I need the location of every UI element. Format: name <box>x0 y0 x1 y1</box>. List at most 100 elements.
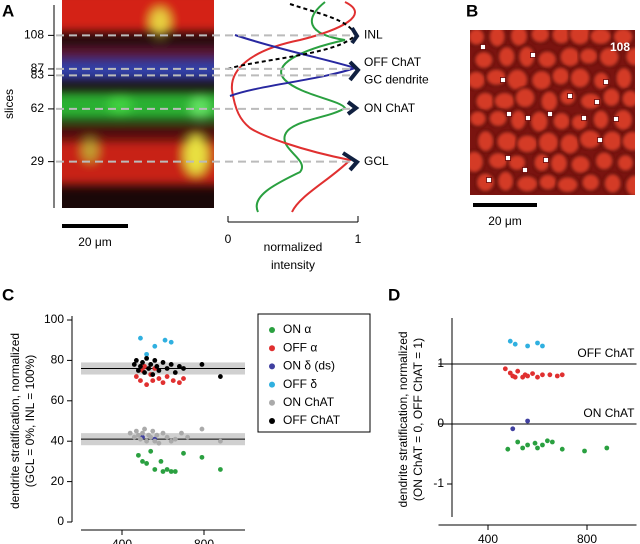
cell <box>470 30 486 47</box>
cell <box>509 30 529 48</box>
point <box>144 382 150 388</box>
point <box>138 364 143 369</box>
point <box>218 467 223 472</box>
legend-marker <box>269 399 275 406</box>
red-profile <box>230 1 356 213</box>
panel-label: D <box>388 285 400 304</box>
cell <box>515 174 539 194</box>
point <box>168 339 174 345</box>
blue-profile <box>229 34 359 97</box>
point <box>148 362 154 367</box>
point <box>138 335 143 341</box>
cell <box>598 46 621 69</box>
point <box>530 371 535 376</box>
point <box>150 372 156 377</box>
cell-marker <box>597 137 603 143</box>
cell <box>514 86 537 109</box>
cell <box>569 154 592 175</box>
y-tick-label: 0 <box>57 514 64 528</box>
point <box>525 373 530 379</box>
point <box>160 469 166 474</box>
point <box>150 428 156 434</box>
y-tick-label: 108 <box>24 28 44 42</box>
point <box>156 368 162 373</box>
point <box>559 372 565 378</box>
y-axis-label: (GCL = 0%, INL = 100%) <box>23 355 37 488</box>
cell-marker <box>506 111 512 117</box>
point <box>515 439 521 445</box>
cell-marker <box>525 115 531 121</box>
point <box>547 372 553 378</box>
cell <box>578 46 600 66</box>
legend-marker <box>269 418 275 424</box>
point <box>152 358 158 363</box>
point <box>525 442 530 448</box>
cell <box>470 109 488 128</box>
point <box>172 370 178 375</box>
point <box>505 446 511 452</box>
point <box>136 452 141 458</box>
point <box>181 366 186 371</box>
point <box>142 426 147 432</box>
cell <box>529 30 551 45</box>
cell <box>507 153 527 172</box>
cell-marker <box>613 116 619 122</box>
point <box>152 343 158 349</box>
point <box>510 426 516 432</box>
y-tick-label: 62 <box>31 101 45 115</box>
cell-marker <box>500 77 506 83</box>
point <box>218 438 223 444</box>
point <box>535 374 540 380</box>
slice-label: 108 <box>610 40 630 54</box>
y-tick-label: 29 <box>31 154 45 168</box>
x-axis-label: intensity <box>271 258 315 272</box>
point <box>177 380 182 386</box>
point <box>554 373 560 379</box>
point <box>535 340 540 346</box>
point <box>131 434 137 440</box>
point <box>152 467 158 472</box>
y-tick-label: 83 <box>31 68 45 82</box>
cell <box>579 91 603 111</box>
point <box>154 432 160 438</box>
cell <box>569 66 592 90</box>
y-tick-label: 100 <box>44 312 64 326</box>
y-axis-label: dendrite stratification, normalized <box>396 331 410 507</box>
point <box>140 430 145 436</box>
cell <box>602 172 623 195</box>
point <box>160 380 166 386</box>
scale-bar-label: 20 μm <box>488 214 522 228</box>
y-axis-label: dendrite stratification, normalized <box>8 333 22 509</box>
point <box>148 434 154 440</box>
cell <box>556 175 580 194</box>
cell <box>580 172 601 193</box>
legend-label: ON δ (ds) <box>283 359 335 373</box>
panel-label: C <box>2 285 14 304</box>
point <box>515 368 521 374</box>
cell <box>509 108 528 132</box>
y-axis-label: slices <box>2 89 16 119</box>
cell <box>614 66 634 91</box>
point <box>158 459 164 464</box>
layer-label: GC dendrite <box>364 73 429 87</box>
point <box>604 445 610 451</box>
point <box>172 469 178 474</box>
reference-label: OFF ChAT <box>577 346 635 360</box>
point <box>177 364 182 369</box>
cell <box>592 70 611 91</box>
green-profile <box>255 1 347 213</box>
layer-label: GCL <box>364 154 389 168</box>
point <box>525 418 530 424</box>
cell <box>624 46 635 68</box>
point <box>127 430 133 436</box>
point <box>535 445 540 451</box>
point <box>520 445 526 451</box>
point <box>549 439 555 445</box>
point <box>164 374 170 379</box>
point <box>160 430 166 436</box>
point <box>142 364 147 369</box>
point <box>140 459 145 464</box>
point <box>133 374 139 379</box>
point <box>512 341 518 347</box>
